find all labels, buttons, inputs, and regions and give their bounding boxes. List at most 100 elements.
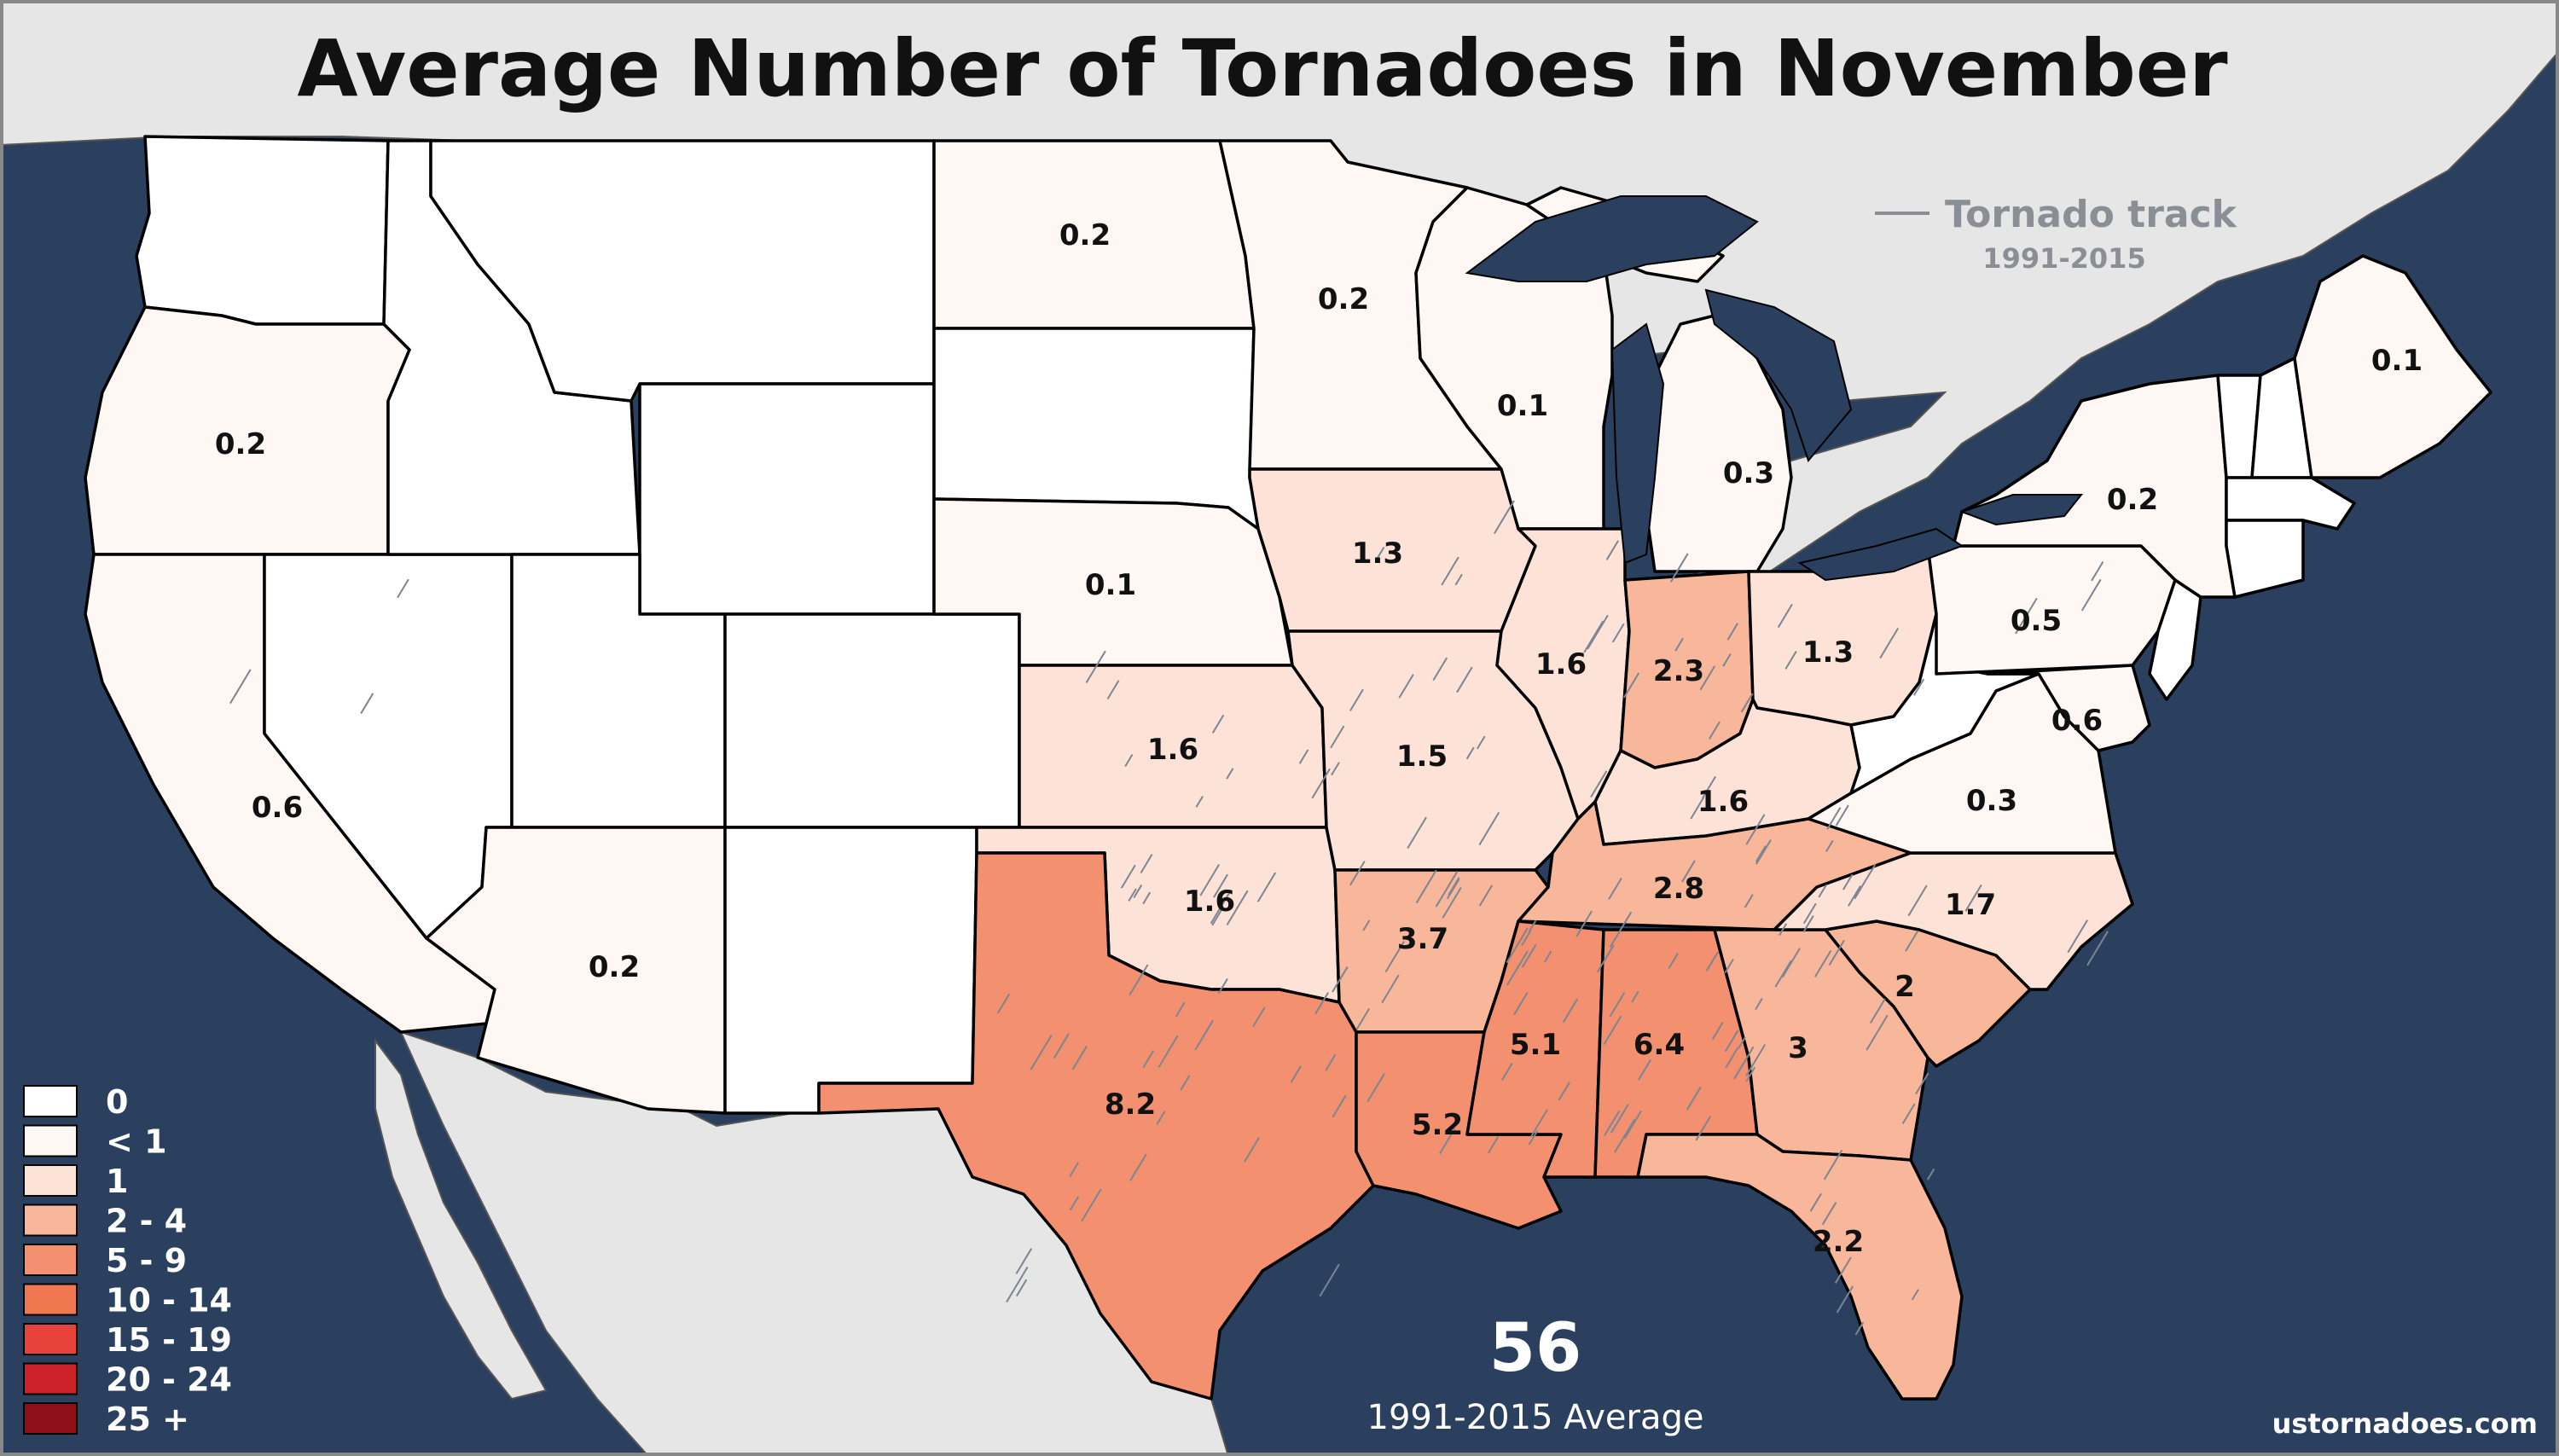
label-maryland: 0.6 [2051, 704, 2103, 738]
label-missouri: 1.5 [1396, 740, 1448, 774]
label-maine: 0.1 [2371, 344, 2423, 378]
legend-swatch [23, 1164, 78, 1197]
tornado-track [1926, 1168, 1935, 1180]
tornado-track [1415, 869, 1437, 904]
tornado-track [996, 993, 1011, 1014]
tornado-track [1842, 873, 1854, 890]
state-washington[interactable] [135, 135, 390, 326]
tornado-track [1638, 1059, 1652, 1081]
tornado-track [1133, 884, 1143, 899]
tornado-track [1290, 1065, 1302, 1083]
tornado-track [1142, 1050, 1155, 1069]
tornado-track [1818, 884, 1827, 898]
label-oklahoma: 1.6 [1184, 885, 1235, 919]
legend-label: 5 - 9 [106, 1242, 187, 1279]
tornado-track [1745, 1066, 1756, 1082]
label-illinois: 1.6 [1535, 647, 1587, 682]
label-nebraska: 0.1 [1085, 568, 1136, 602]
label-arkansas: 3.7 [1397, 922, 1448, 956]
states-layer [84, 135, 2492, 1401]
label-ohio: 1.3 [1802, 635, 1854, 670]
tornado-track [1398, 674, 1414, 699]
tornado-tracks [229, 500, 2109, 1336]
tornado-track [1879, 627, 1900, 659]
state-texas[interactable] [817, 851, 1375, 1401]
tornado-track [229, 669, 252, 705]
tornado-track [1210, 890, 1232, 925]
legend-swatch [23, 1362, 78, 1395]
tornado-track [1129, 964, 1149, 995]
total-count: 56 [1489, 1310, 1582, 1387]
tornado-track [1332, 966, 1349, 993]
state-nebraska[interactable] [932, 497, 1294, 667]
tornado-track [1907, 885, 1928, 917]
tornado-track [1724, 958, 1734, 974]
tornado-track [1384, 941, 1405, 973]
tornado-track [1604, 1110, 1621, 1136]
tornado-track [1964, 884, 1982, 912]
label-minnesota: 0.2 [1318, 282, 1369, 316]
tornado-track [1521, 930, 1532, 946]
tornado-track [1708, 721, 1721, 740]
lake-superior [1465, 195, 1759, 282]
legend-label: 15 - 19 [106, 1321, 232, 1359]
state-maryland[interactable] [1986, 664, 2151, 752]
label-tennessee: 2.8 [1653, 872, 1704, 906]
tornado-track [1513, 992, 1529, 1016]
tornado-track [1381, 974, 1400, 1004]
tornado-track [1446, 879, 1460, 900]
state-wyoming[interactable] [638, 382, 936, 616]
tornado-track [1432, 657, 1448, 682]
tornado-track [1784, 650, 1797, 670]
tornado-track [1367, 1073, 1385, 1103]
tornado-track [1376, 546, 1385, 559]
tornado-track [1596, 944, 1615, 973]
tornado-track [1733, 1046, 1755, 1080]
state-new-mexico[interactable] [723, 826, 978, 1115]
tornado-track [1494, 500, 1515, 535]
tornado-track [1226, 768, 1234, 780]
tornado-track [1211, 714, 1225, 734]
tornado-track [1319, 1263, 1340, 1297]
tornado-track [1755, 845, 1767, 862]
state-connecticut[interactable] [2225, 519, 2305, 599]
tornado-track [1506, 927, 1529, 964]
tornado-track [1725, 1047, 1739, 1069]
state-colorado[interactable] [723, 612, 1021, 829]
tornado-track [397, 578, 409, 599]
tornado-track [1834, 1256, 1852, 1284]
tornado-track [1609, 992, 1626, 1018]
label-mississippi: 5.1 [1510, 1028, 1561, 1062]
tornado-track [1506, 950, 1529, 986]
tornado-track [1053, 1033, 1070, 1059]
label-kentucky: 1.6 [1697, 785, 1749, 819]
tornado-track [1156, 1111, 1166, 1125]
tornado-track [1610, 1104, 1629, 1134]
tornado-track [1530, 1109, 1548, 1138]
tornado-track [1738, 1036, 1746, 1049]
legend-label: 1 [106, 1163, 128, 1200]
tornado-track [1611, 623, 1625, 643]
tornado-track [1913, 678, 1925, 696]
lake-huron [1704, 288, 1853, 463]
tornado-track [1631, 990, 1639, 1003]
label-pennsylvania: 0.5 [2011, 604, 2062, 638]
tornado-track [1866, 1014, 1889, 1051]
tornado-track [2067, 919, 2088, 954]
tornado-track [1802, 902, 1817, 925]
tornado-track [1442, 886, 1462, 919]
tornado-track [1140, 854, 1153, 874]
label-california: 0.6 [252, 791, 303, 825]
tornado-track [1669, 553, 1689, 583]
tornado-track [1106, 680, 1120, 700]
tornado-track [1609, 911, 1633, 948]
state-maine[interactable] [2293, 254, 2492, 479]
tornado-track [1690, 796, 1705, 820]
label-north-carolina: 1.7 [1945, 888, 1996, 922]
tornado-track [1362, 919, 1371, 931]
tornado-track [1623, 1110, 1642, 1140]
state-florida[interactable] [1636, 1133, 1964, 1401]
tornado-track [1915, 1072, 1929, 1095]
tornado-track [1603, 1015, 1622, 1045]
tornado-track [1015, 1279, 1028, 1296]
